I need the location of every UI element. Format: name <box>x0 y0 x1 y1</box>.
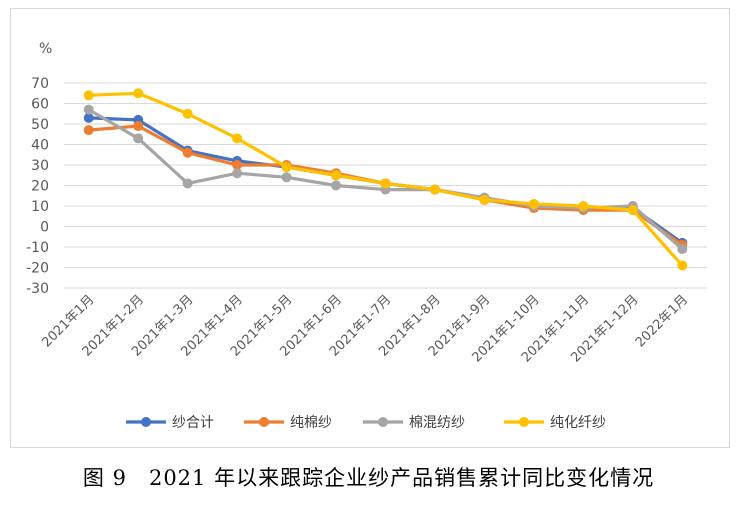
data-point <box>232 160 243 170</box>
data-point <box>182 108 193 119</box>
legend-label: 纯化纤纱 <box>550 415 606 431</box>
data-point <box>83 112 94 123</box>
data-point <box>331 170 342 181</box>
legend-label: 纯棉纱 <box>290 414 332 431</box>
y-tick-label: -30 <box>26 281 49 297</box>
line-chart: % 70 60 50 40 30 20 10 0 -10 -20 -30 2021年1月2021年1… <box>26 41 707 431</box>
data-point <box>83 90 94 101</box>
chart-frame: % 70 60 50 40 30 20 10 0 -10 -20 -30 2021年1月 2021年1… <box>10 8 730 448</box>
y-axis-unit-label: % <box>39 41 52 57</box>
data-point <box>627 205 638 216</box>
data-point <box>133 133 144 144</box>
series-lines <box>83 88 688 271</box>
data-point <box>281 172 292 183</box>
legend-swatch-marker <box>519 417 529 427</box>
y-tick-label: 40 <box>31 138 49 154</box>
legend-swatch-marker <box>141 417 151 427</box>
y-tick-label: 60 <box>31 97 49 113</box>
legend: 纱合计 纯棉纱 棉混纺纱 纯化纤纱 <box>126 414 606 431</box>
y-tick-label: 0 <box>40 220 49 236</box>
data-point <box>133 121 144 132</box>
data-point <box>232 133 243 144</box>
data-point <box>182 147 193 158</box>
y-tick-label: -20 <box>26 261 49 277</box>
legend-label: 棉混纺纱 <box>409 414 465 431</box>
figure-caption: 图 9 2021 年以来跟踪企业纱产品销售累计同比变化情况 <box>82 466 655 490</box>
y-tick-label: 70 <box>31 76 49 92</box>
data-point <box>182 178 193 189</box>
data-point <box>429 184 440 195</box>
data-point <box>380 178 391 189</box>
data-point <box>479 194 490 205</box>
data-point <box>281 162 292 173</box>
y-tick-label: -10 <box>26 240 49 256</box>
legend-swatch-marker <box>259 417 269 427</box>
y-axis-ticks: 70 60 50 40 30 20 10 0 -10 -20 -30 <box>26 76 49 297</box>
x-tick-label: 2022年1月 <box>633 292 691 350</box>
data-point <box>677 244 688 255</box>
y-tick-label: 20 <box>31 179 49 195</box>
data-point <box>528 198 539 209</box>
x-axis-ticks: 2021年1月2021年1-2月2021年1-3月2021年1-4月2021年1… <box>39 292 691 365</box>
legend-swatch-marker <box>378 417 388 427</box>
data-point <box>232 168 243 179</box>
series-4 <box>83 88 688 271</box>
legend-label: 纱合计 <box>172 415 214 431</box>
data-point <box>578 201 589 211</box>
data-point <box>83 125 94 136</box>
data-point <box>331 180 342 191</box>
data-point <box>133 88 144 99</box>
data-point <box>677 260 688 271</box>
y-tick-label: 10 <box>31 199 49 215</box>
data-point <box>83 104 94 115</box>
y-tick-label: 30 <box>31 158 49 174</box>
y-tick-label: 50 <box>31 117 49 133</box>
